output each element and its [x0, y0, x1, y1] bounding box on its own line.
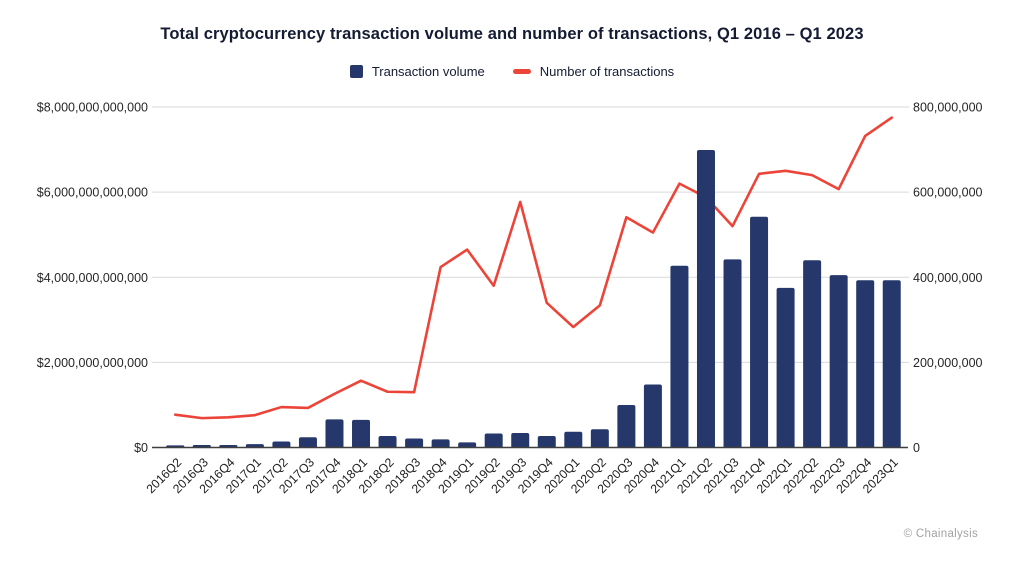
- legend-label: Number of transactions: [539, 64, 675, 79]
- legend-label: Transaction volume: [371, 64, 485, 79]
- left-axis-tick-label: $2,000,000,000,000: [37, 356, 148, 370]
- volume-bar: [643, 384, 662, 448]
- left-axis-tick-label: $4,000,000,000,000: [37, 271, 148, 285]
- right-axis-tick-label: 600,000,000: [913, 186, 983, 200]
- volume-bar: [617, 404, 636, 448]
- volume-bar: [245, 444, 264, 448]
- volume-bar: [829, 275, 848, 448]
- volume-bar: [723, 259, 742, 448]
- watermark-credit: © Chainalysis: [903, 528, 978, 540]
- volume-bar: [484, 433, 503, 448]
- volume-bar: [670, 265, 689, 448]
- right-axis-tick-label: 200,000,000: [913, 356, 983, 370]
- line-legend-marker-icon: [512, 69, 531, 74]
- bar-legend-marker-icon: [349, 65, 363, 78]
- left-axis-tick-label: $6,000,000,000,000: [37, 186, 148, 200]
- volume-bar: [696, 149, 715, 448]
- volume-bar: [405, 438, 424, 448]
- right-axis-tick-label: 400,000,000: [913, 271, 983, 285]
- volume-bar: [458, 442, 477, 448]
- volume-bar: [564, 431, 583, 448]
- volume-bar: [537, 436, 556, 448]
- volume-bar: [431, 439, 450, 448]
- volume-bar: [803, 260, 822, 448]
- volume-bar: [298, 437, 317, 448]
- volume-bar: [776, 287, 795, 448]
- legend-item: Transaction volume: [349, 64, 485, 79]
- right-axis-tick-label: 800,000,000: [913, 101, 983, 115]
- volume-bar: [325, 419, 344, 448]
- chart-legend: Transaction volume Number of transactions: [0, 64, 1024, 79]
- volume-bar: [590, 429, 609, 448]
- left-axis-tick-label: $0: [134, 441, 148, 455]
- transactions-line: [173, 116, 894, 420]
- chart-title: Total cryptocurrency transaction volume …: [160, 25, 864, 43]
- volume-bar: [856, 280, 875, 448]
- left-axis-tick-label: $8,000,000,000,000: [37, 101, 148, 115]
- legend-item: Number of transactions: [512, 64, 675, 79]
- volume-bar: [352, 419, 371, 448]
- volume-bar: [882, 280, 901, 448]
- right-axis-tick-label: 0: [913, 441, 920, 455]
- volume-bar: [272, 441, 291, 448]
- volume-bar: [511, 433, 530, 448]
- volume-bar: [378, 436, 397, 448]
- volume-bar: [750, 216, 769, 448]
